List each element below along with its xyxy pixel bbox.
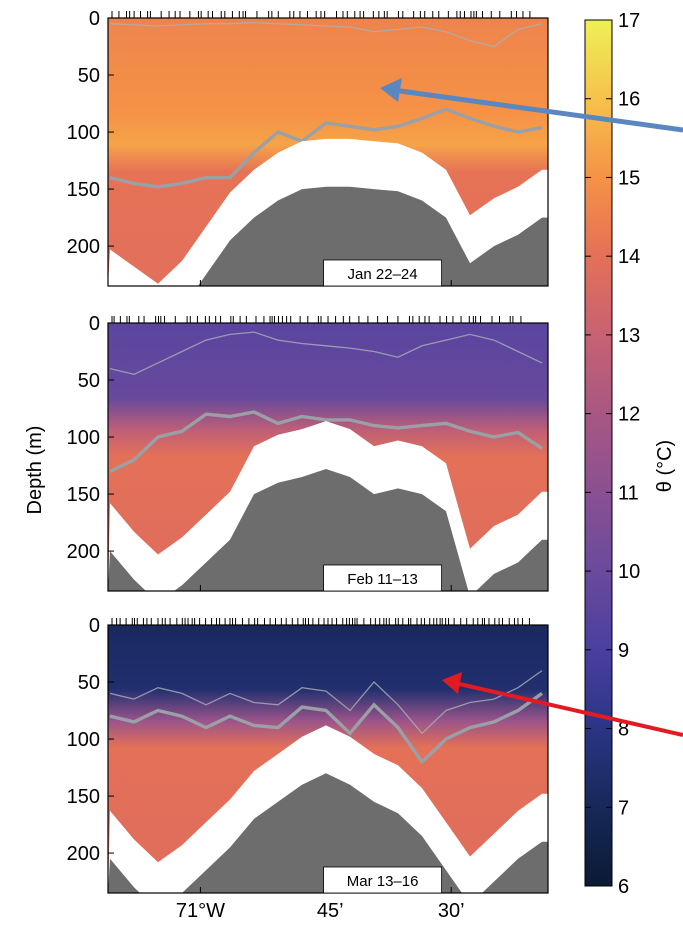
y-tick-label: 0 xyxy=(89,313,100,335)
x-tick-labels: 71°W 45’ 30’ xyxy=(176,900,465,922)
y-tick-label: 200 xyxy=(67,236,100,258)
colorbar-title: θ (°C) xyxy=(654,440,676,492)
section-panel-1: 0 50 100 150 200 Jan 22–24 xyxy=(67,8,549,287)
colorbar-tick-label: 13 xyxy=(618,325,640,347)
x-tick-label: 45’ xyxy=(317,900,344,922)
y-tick-label: 0 xyxy=(89,615,100,637)
panel-plot-area xyxy=(108,323,548,591)
date-label: Mar 13–16 xyxy=(347,873,419,890)
y-tick-label: 100 xyxy=(67,122,100,144)
station-ticks xyxy=(111,316,522,323)
blue-arrow xyxy=(392,87,683,133)
y-tick-label: 50 xyxy=(78,65,100,87)
y-tick-label: 200 xyxy=(67,541,100,563)
isotherm-main xyxy=(109,692,543,765)
date-label-box xyxy=(323,564,443,592)
blue-arrowhead xyxy=(380,78,402,102)
annotation-arrows xyxy=(380,78,683,737)
y-tick-label: 150 xyxy=(67,179,100,201)
colorbar-tick-label: 7 xyxy=(618,797,629,819)
x-tick-label: 71°W xyxy=(176,900,225,922)
y-tick-label: 150 xyxy=(67,786,100,808)
isotherm-thin xyxy=(109,670,543,735)
section-panel-3: 0 50 100 150 200 Mar 13–16 xyxy=(67,615,549,894)
y-tick-label: 100 xyxy=(67,729,100,751)
colorbar-tick-label: 12 xyxy=(618,404,640,426)
isotherm-main xyxy=(109,107,543,189)
station-ticks xyxy=(111,11,531,18)
station-ticks xyxy=(111,618,530,625)
isotherm-thin xyxy=(109,21,543,48)
colorbar xyxy=(584,19,613,887)
y-tick-label: 200 xyxy=(67,843,100,865)
date-label-box xyxy=(323,866,443,894)
red-arrow xyxy=(454,681,683,737)
y-tick-label: 100 xyxy=(67,427,100,449)
colorbar-tick-label: 10 xyxy=(618,561,640,583)
colorbar-tick-label: 17 xyxy=(618,10,640,32)
y-axis-title: Depth (m) xyxy=(24,426,46,515)
colorbar-tick-label: 11 xyxy=(618,482,639,504)
panel-plot-area xyxy=(108,18,548,286)
y-tick-label: 50 xyxy=(78,672,100,694)
seafloor-bathymetry xyxy=(108,773,548,893)
panel-plot-area xyxy=(108,625,548,893)
y-tick-label: 0 xyxy=(89,8,100,30)
date-label: Jan 22–24 xyxy=(348,266,418,283)
y-tick-label: 50 xyxy=(78,370,100,392)
colorbar-tick-label: 15 xyxy=(618,167,640,189)
date-label: Feb 11–13 xyxy=(347,571,418,588)
colorbar-tick-label: 14 xyxy=(618,246,640,268)
colorbar-tick-label: 9 xyxy=(618,640,629,662)
colorbar-tick-label: 8 xyxy=(618,719,629,741)
red-arrowhead xyxy=(442,672,462,694)
colorbar-tick-label: 16 xyxy=(618,89,640,111)
x-tick-label: 30’ xyxy=(438,900,465,922)
isotherm-thin xyxy=(109,331,543,375)
isotherm-main xyxy=(109,410,543,473)
date-label-box xyxy=(323,259,443,287)
section-panel-2: 0 50 100 150 200 Feb 11–13 xyxy=(67,313,549,592)
y-tick-label: 150 xyxy=(67,484,100,506)
seafloor-bathymetry xyxy=(108,469,548,591)
colorbar-tick-label: 6 xyxy=(618,876,629,898)
